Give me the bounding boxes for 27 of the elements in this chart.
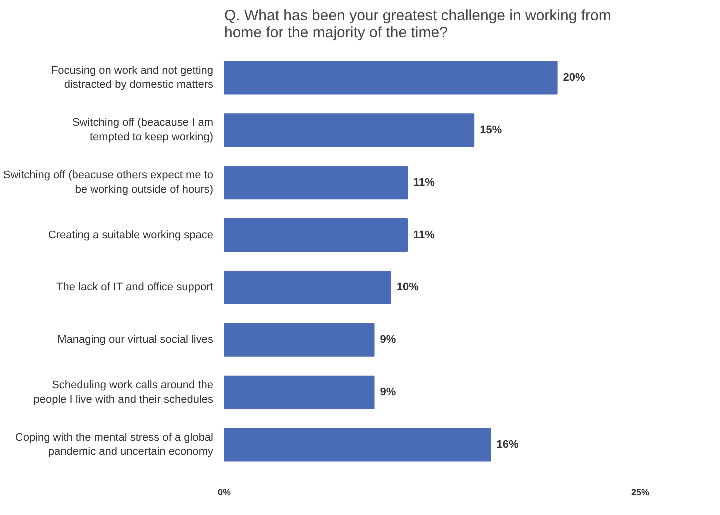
data-label: 9% bbox=[380, 334, 396, 346]
bar bbox=[224, 218, 408, 252]
y-tick-label: Switching off (beacuse others expect me to be working outside of hours) bbox=[3, 170, 214, 196]
bar bbox=[224, 323, 375, 357]
y-tick-label: Scheduling work calls around the people I live with and their schedules bbox=[34, 379, 214, 406]
bar bbox=[224, 428, 492, 462]
y-tick-label: Switching off (beacause I am tempted to keep working) bbox=[72, 117, 214, 144]
y-tick-label: Creating a suitable working space bbox=[48, 229, 214, 242]
bar bbox=[224, 61, 558, 95]
bar bbox=[224, 166, 408, 200]
data-label: 9% bbox=[380, 386, 396, 399]
data-label: 20% bbox=[563, 72, 586, 84]
data-label: 15% bbox=[480, 124, 502, 136]
chart-title: Q. What has been your greatest challenge in working from home for the majority of the time? bbox=[224, 8, 612, 42]
bar bbox=[224, 114, 475, 148]
data-label: 11% bbox=[414, 229, 436, 242]
bar bbox=[224, 270, 392, 304]
data-label: 11% bbox=[414, 176, 436, 189]
y-tick-label: Focusing on work and not getting distracted by domestic matters bbox=[51, 64, 214, 92]
x-tick-label: 25% bbox=[631, 488, 650, 498]
bar bbox=[224, 376, 375, 410]
y-tick-label: The lack of IT and office support bbox=[56, 282, 214, 294]
data-label: 16% bbox=[496, 439, 519, 452]
y-tick-label: Managing our virtual social lives bbox=[58, 334, 214, 346]
data-label: 10% bbox=[396, 282, 420, 294]
y-tick-label: Coping with the mental stress of a global pandemic and uncertain economy bbox=[15, 432, 214, 458]
x-tick-label: 0% bbox=[218, 488, 232, 498]
